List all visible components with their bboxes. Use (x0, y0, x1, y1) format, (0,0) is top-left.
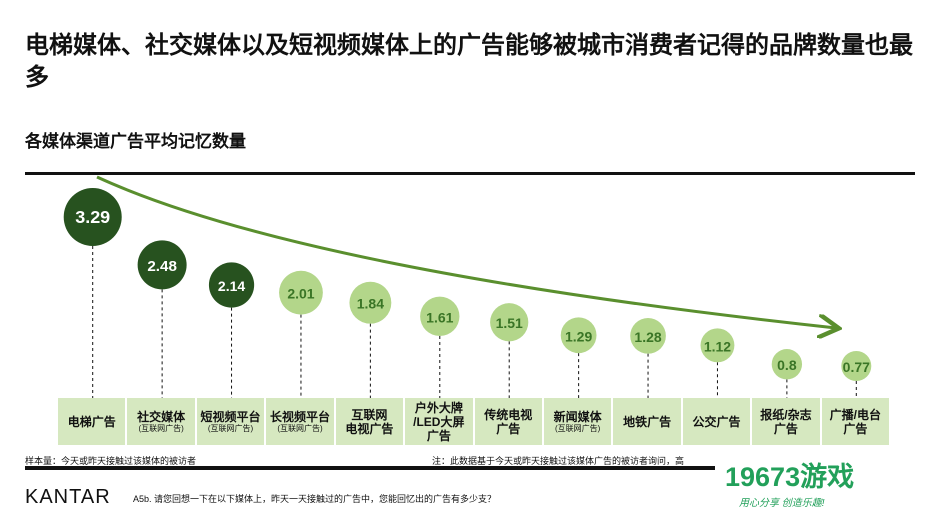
category-label-text: 社交媒体 (137, 409, 186, 424)
chart-subtitle: 各媒体渠道广告平均记忆数量 (25, 132, 246, 151)
category-label: 地铁广告 (613, 398, 681, 445)
divider (25, 172, 915, 175)
category-sublabel: (互联网广告) (555, 423, 601, 433)
value-bubble (137, 240, 187, 290)
category-sublabel: (互联网广告) (138, 423, 184, 433)
category-label: 报纸/杂志 广告 (752, 398, 820, 445)
data-note: 注：此数据基于今天或昨天接触过该媒体广告的被访者询问，高 (432, 456, 685, 466)
value-bubble (630, 318, 666, 354)
kantar-logo: KANTAR (25, 486, 111, 508)
trend-arrow (96, 175, 836, 328)
value-bubble (63, 188, 122, 246)
category-label: 社交媒体 (互联网广告) (127, 398, 195, 445)
category-label-text: /LED大屏 (413, 414, 465, 429)
category-label-text: 地铁广告 (623, 414, 672, 429)
category-label-text: 户外大牌 (414, 400, 463, 415)
category-label: 长视频平台 (互联网广告) (266, 398, 334, 445)
watermark-name: 19673游戏 (725, 462, 855, 492)
data-label: 1.84 (357, 296, 384, 312)
data-label: 1.28 (634, 329, 661, 345)
data-label: 1.61 (426, 309, 453, 325)
category-label: 短视频平台 (互联网广告) (196, 398, 265, 445)
category-label-text: 公交广告 (692, 414, 741, 429)
watermark-slogan: 用心分享 创造乐趣! (739, 498, 825, 509)
value-bubble (208, 262, 255, 308)
sample-note: 样本量：今天或昨天接触过该媒体的被访者 (25, 456, 197, 466)
data-label: 1.12 (704, 338, 731, 354)
category-label-text: 广播/电台 (829, 407, 882, 422)
category-sublabel: (互联网广告) (207, 423, 254, 433)
category-label: 电梯广告 (58, 398, 126, 445)
data-label: 2.01 (287, 286, 314, 302)
category-label-text: 长视频平台 (269, 409, 330, 424)
divider (25, 466, 715, 470)
value-bubble (490, 303, 529, 342)
data-label: 2.48 (147, 258, 177, 275)
category-label-text: 电梯广告 (67, 414, 116, 429)
value-bubble (420, 296, 460, 337)
category-label-text: 传统电视 (484, 407, 533, 422)
data-label: 2.14 (218, 278, 245, 294)
category-label-text: 新闻媒体 (553, 409, 602, 424)
data-label: 3.29 (75, 207, 110, 227)
value-bubble (700, 328, 735, 363)
category-label-text: 报纸/杂志 (760, 407, 812, 422)
category-label: 传统电视 广告 (474, 398, 542, 445)
slide-title: 电梯媒体、社交媒体以及短视频媒体上的广告能够被城市消费者记得的品牌数量也最多 (25, 32, 913, 91)
watermark-logo: 19673游戏 用心分享 创造乐趣! (725, 455, 854, 509)
category-label-text: 短视频平台 (200, 409, 261, 424)
category-label: 公交广告 (682, 398, 751, 445)
value-bubble (841, 351, 872, 381)
category-label-text: 广告 (843, 421, 868, 436)
category-label-text: 广告 (496, 421, 521, 436)
value-bubble (279, 270, 323, 315)
category-label-text: 广告 (426, 428, 451, 443)
value-bubble (560, 317, 597, 354)
category-label: 互联网 电视广告 (335, 398, 404, 445)
category-labels: 电梯广告 社交媒体 (互联网广告) 短视频平台 (互联网广告) 长视频平台 (互联网广告) 互… (58, 398, 891, 445)
data-label: 0.77 (843, 359, 870, 375)
data-label: 1.29 (565, 328, 592, 344)
category-label: 新闻媒体 (互联网广告) (543, 398, 612, 445)
category-label-text: 电视广告 (345, 421, 394, 436)
category-label: 户外大牌/LED大屏 广告 (405, 398, 473, 445)
category-label-text: 互联网 (351, 407, 388, 422)
category-label-text: 广告 (773, 421, 798, 436)
category-sublabel: (互联网广告) (277, 423, 323, 433)
data-label: 1.51 (496, 315, 523, 331)
question-text: A5b. 请您回想一下在以下媒体上，昨天一天接触过的广告中，您能回忆出的广告有多… (133, 494, 497, 504)
data-label: 0.8 (777, 357, 797, 373)
value-bubble (349, 281, 392, 324)
value-bubble (771, 349, 803, 380)
category-label: 广播/电台 广告 (821, 398, 890, 445)
